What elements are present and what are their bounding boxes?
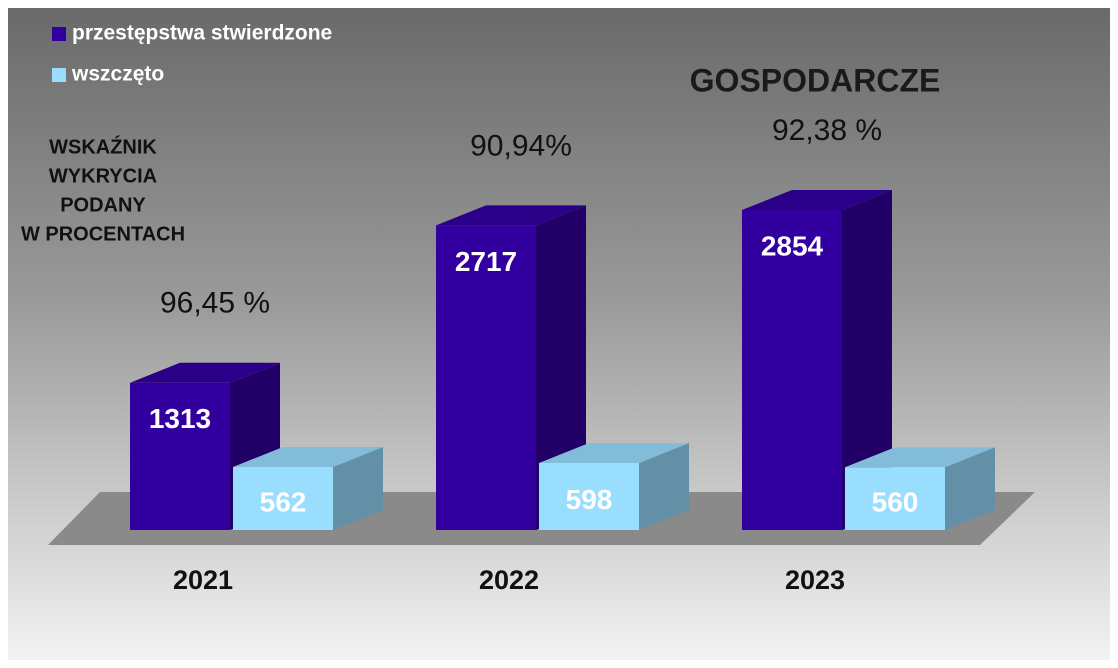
bar: [233, 466, 333, 530]
data-label: 1313: [149, 403, 211, 434]
bar-top: [233, 446, 383, 467]
annotation: 92,38 %: [772, 114, 882, 147]
note-line: W PROCENTACH: [21, 223, 185, 245]
data-label: 560: [872, 487, 919, 518]
bar-top: [436, 205, 586, 226]
annotation: 96,45 %: [160, 287, 270, 320]
bar: [539, 462, 639, 530]
bar: [845, 467, 945, 530]
bar: [130, 382, 230, 530]
annotation: 90,94%: [470, 129, 572, 162]
chart-title: GOSPODARCZE: [690, 62, 941, 98]
x-tick-label: 2022: [479, 565, 539, 595]
legend-swatch: [52, 68, 66, 82]
bar-side: [639, 442, 689, 530]
note-line: WYKRYCIA: [49, 165, 157, 187]
x-tick-label: 2021: [173, 565, 233, 595]
note-line: WSKAŹNIK: [49, 135, 157, 158]
note-line: PODANY: [60, 194, 146, 216]
data-label: 2717: [455, 246, 517, 277]
data-label: 2854: [761, 230, 824, 261]
data-label: 598: [566, 484, 613, 515]
bar-side: [333, 446, 383, 530]
bar-side: [945, 447, 995, 530]
legend-label: wszczęto: [71, 63, 164, 86]
legend-swatch: [52, 27, 66, 41]
bar-side: [536, 205, 586, 530]
bar: [742, 210, 842, 530]
bar: [436, 225, 536, 530]
legend-label: przestępstwa stwierdzone: [72, 22, 332, 45]
x-tick-label: 2023: [785, 565, 845, 595]
bar-side: [842, 190, 892, 530]
bar-top: [845, 447, 995, 468]
bar-top: [539, 442, 689, 463]
bar-top: [130, 362, 280, 383]
bar-top: [742, 190, 892, 210]
data-label: 562: [260, 486, 307, 517]
